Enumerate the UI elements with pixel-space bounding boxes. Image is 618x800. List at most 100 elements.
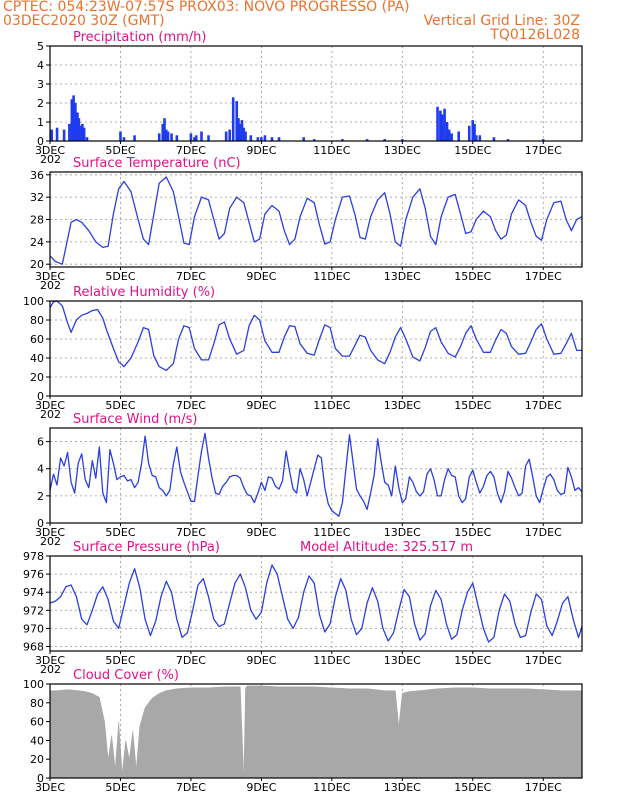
precipitation-plot-area <box>50 46 582 141</box>
y-tick-label: 968 <box>23 640 44 653</box>
y-tick-label: 972 <box>23 604 44 617</box>
y-tick-label: 1 <box>37 116 44 129</box>
precip-bar <box>401 139 404 141</box>
y-tick-label: 0 <box>37 772 44 785</box>
x-tick-label: 7DEC <box>176 781 206 794</box>
surface-temperature-title: Surface Temperature (nC) <box>73 156 241 171</box>
precip-bar <box>119 131 122 141</box>
x-tick-label: 15DEC <box>454 654 491 667</box>
x-tick-label: 17DEC <box>525 270 562 283</box>
y-tick-label: 976 <box>23 568 44 581</box>
cloud-cover-frame <box>49 683 583 779</box>
precip-bar <box>270 137 274 141</box>
x-tick-label: 5DEC <box>105 654 135 667</box>
y-tick-label: 0 <box>37 135 44 148</box>
precip-bar <box>189 133 193 141</box>
precip-bar <box>122 137 126 141</box>
x-tick-label: 17DEC <box>525 654 562 667</box>
y-tick-label: 20 <box>30 258 44 271</box>
surface-wind-title: Surface Wind (m/s) <box>73 412 197 427</box>
relative-humidity-frame <box>49 300 583 397</box>
x-tick-label: 9DEC <box>246 526 276 539</box>
x-tick-label: 5DEC <box>105 270 135 283</box>
y-tick-label: 40 <box>30 352 44 365</box>
precip-bar <box>166 131 170 141</box>
precip-bar <box>50 129 54 141</box>
x-tick-label: 17DEC <box>525 781 562 794</box>
precip-bar <box>193 137 196 141</box>
precip-bar <box>207 135 210 141</box>
x-tick-label: 11DEC <box>313 654 350 667</box>
x-year-label: 202 <box>40 535 61 548</box>
x-tick-label: 9DEC <box>246 781 276 794</box>
x-tick-label: 17DEC <box>525 526 562 539</box>
y-tick-label: 974 <box>23 586 44 599</box>
y-tick-label: 970 <box>23 622 44 635</box>
y-tick-label: 80 <box>30 314 44 327</box>
precip-bar <box>81 123 84 141</box>
precip-bar <box>471 120 475 141</box>
precip-bar <box>443 108 446 141</box>
precip-bar <box>175 135 179 141</box>
precip-bar <box>312 139 316 141</box>
y-tick-label: 60 <box>30 333 44 346</box>
x-year-label: 202 <box>40 279 61 292</box>
precip-bar <box>365 139 369 141</box>
precipitation-frame <box>49 45 583 142</box>
x-tick-label: 17DEC <box>525 399 562 412</box>
precip-bar <box>157 133 161 141</box>
y-tick-label: 36 <box>30 169 44 182</box>
precip-bar <box>492 137 496 141</box>
x-tick-label: 17DEC <box>525 144 562 157</box>
y-tick-label: 0 <box>37 390 44 403</box>
y-tick-label: 80 <box>30 697 44 710</box>
precip-bar <box>244 131 247 141</box>
y-tick-label: 4 <box>37 59 44 72</box>
surface-wind-series-line <box>49 432 583 517</box>
x-year-label: 202 <box>40 153 61 166</box>
x-tick-label: 11DEC <box>313 781 350 794</box>
x-tick-label: 15DEC <box>454 399 491 412</box>
surface-temperature-series-line <box>49 176 583 265</box>
relative-humidity-series-line <box>49 300 582 372</box>
precip-bar <box>70 99 74 141</box>
x-tick-label: 5DEC <box>105 144 135 157</box>
x-tick-label: 5DEC <box>105 526 135 539</box>
precip-bar <box>506 139 510 141</box>
precip-bar <box>473 123 476 141</box>
x-tick-label: 7DEC <box>176 270 206 283</box>
precip-bar <box>163 118 166 141</box>
x-tick-label: 15DEC <box>454 144 491 157</box>
y-tick-label: 0 <box>37 517 44 530</box>
x-tick-label: 13DEC <box>384 781 421 794</box>
precip-bar <box>77 118 81 141</box>
y-tick-label: 2 <box>37 97 44 110</box>
precip-bar <box>231 97 235 141</box>
surface-pressure-frame <box>49 555 583 652</box>
y-tick-label: 5 <box>37 40 44 53</box>
precip-bar <box>383 139 387 141</box>
y-tick-label: 28 <box>30 214 44 227</box>
precip-bar <box>475 135 478 141</box>
cloud-cover-title: Cloud Cover (%) <box>73 668 179 683</box>
x-tick-label: 5DEC <box>105 781 135 794</box>
station-title: CPTEC: 054:23W-07:57S PROX03: NOVO PROGR… <box>3 0 410 15</box>
surface-wind-frame <box>49 427 583 524</box>
precip-bar <box>478 135 482 141</box>
x-tick-label: 3DEC <box>35 270 65 283</box>
precip-bar <box>445 122 449 141</box>
x-tick-label: 15DEC <box>454 781 491 794</box>
precip-bar <box>76 112 79 141</box>
relative-humidity-title: Relative Humidity (%) <box>73 285 215 300</box>
vertical-grid-note: Vertical Grid Line: 30Z <box>423 13 580 29</box>
precipitation-title: Precipitation (mm/h) <box>73 30 206 45</box>
precip-bar <box>256 137 260 141</box>
y-tick-label: 24 <box>30 236 44 249</box>
y-tick-label: 20 <box>30 753 44 766</box>
model-altitude-annotation: Model Altitude: 325.517 m <box>300 540 473 555</box>
x-year-label: 202 <box>40 663 61 676</box>
x-tick-label: 11DEC <box>313 399 350 412</box>
x-tick-label: 5DEC <box>105 399 135 412</box>
y-tick-label: 2 <box>37 490 44 503</box>
